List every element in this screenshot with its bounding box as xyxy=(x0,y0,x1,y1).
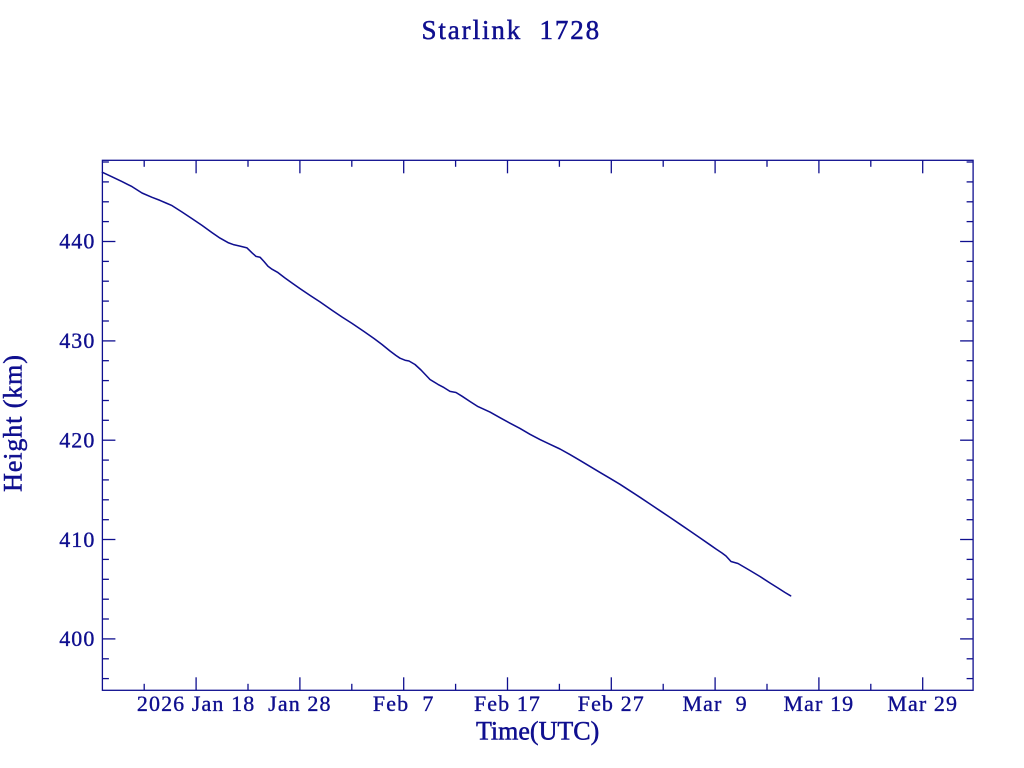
svg-text:420: 420 xyxy=(59,427,95,452)
svg-text:2026 Jan 18: 2026 Jan 18 xyxy=(137,691,255,716)
svg-text:Mar 9: Mar 9 xyxy=(682,691,747,716)
svg-text:400: 400 xyxy=(59,626,95,651)
svg-text:Mar 29: Mar 29 xyxy=(887,691,958,716)
svg-text:Mar 19: Mar 19 xyxy=(784,691,855,716)
svg-text:Jan 28: Jan 28 xyxy=(268,691,331,716)
svg-text:440: 440 xyxy=(59,229,95,254)
svg-text:Starlink 1728: Starlink 1728 xyxy=(421,15,601,45)
svg-text:Time(UTC): Time(UTC) xyxy=(476,716,599,745)
svg-text:Feb 7: Feb 7 xyxy=(373,691,435,716)
svg-text:430: 430 xyxy=(59,328,95,353)
svg-text:Feb 17: Feb 17 xyxy=(474,691,541,716)
svg-text:410: 410 xyxy=(59,527,95,552)
svg-text:Feb 27: Feb 27 xyxy=(578,691,645,716)
svg-text:Height (km): Height (km) xyxy=(0,354,28,492)
